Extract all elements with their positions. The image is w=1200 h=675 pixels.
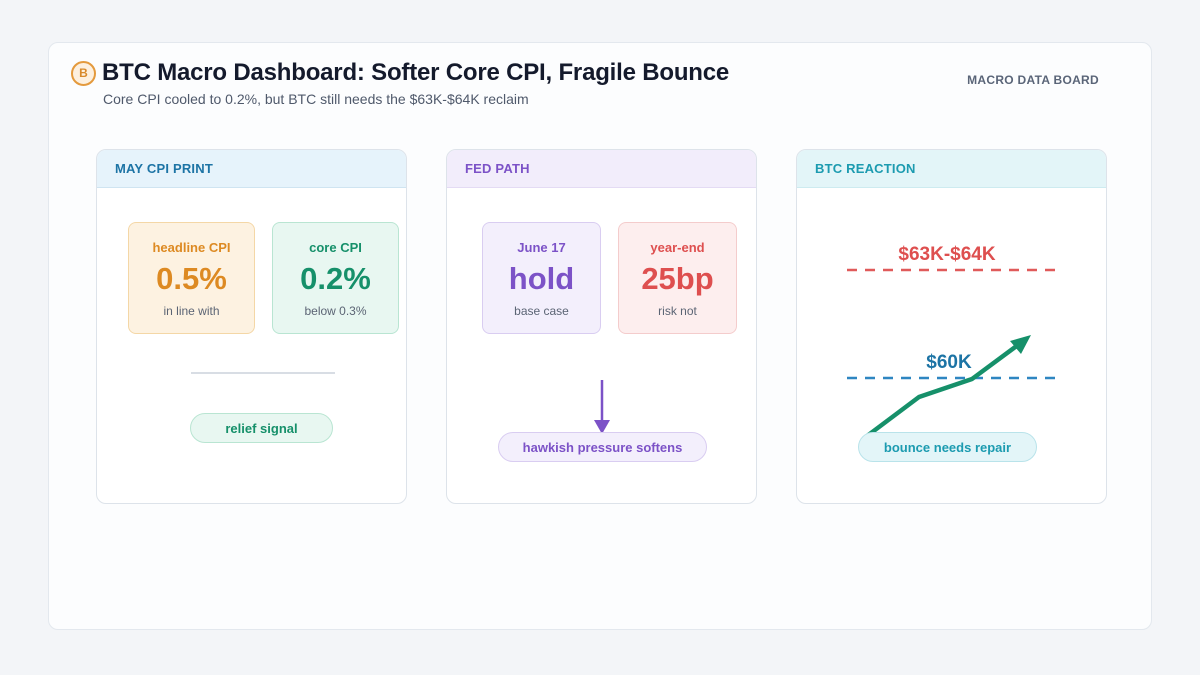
june-hold-card: June 17 hold base case xyxy=(482,222,601,334)
june-note: base case xyxy=(514,304,569,318)
cpi-panel: MAY CPI PRINT headline CPI 0.5% in line … xyxy=(96,149,407,504)
fed-panel: FED PATH June 17 hold base case year-end… xyxy=(446,149,757,504)
june-label: June 17 xyxy=(517,240,566,255)
year-end-card: year-end 25bp risk not xyxy=(618,222,737,334)
divider-line xyxy=(191,372,335,374)
year-end-value: 25bp xyxy=(641,261,714,296)
btc-panel: BTC REACTION $63K-$64K $60K bounce needs… xyxy=(796,149,1107,504)
bounce-repair-pill: bounce needs repair xyxy=(858,432,1037,462)
headline-cpi-card: headline CPI 0.5% in line with xyxy=(128,222,255,334)
relief-signal-pill: relief signal xyxy=(190,413,333,443)
core-cpi-note: below 0.3% xyxy=(304,304,367,318)
cpi-panel-title: MAY CPI PRINT xyxy=(97,150,406,188)
title-row: B BTC Macro Dashboard: Softer Core CPI, … xyxy=(71,59,729,87)
core-cpi-card: core CPI 0.2% below 0.3% xyxy=(272,222,399,334)
down-arrow-icon xyxy=(594,380,610,434)
page-title: BTC Macro Dashboard: Softer Core CPI, Fr… xyxy=(102,59,730,86)
dashboard-board: B BTC Macro Dashboard: Softer Core CPI, … xyxy=(48,42,1152,630)
up-arrow-icon xyxy=(1010,335,1031,354)
page-subtitle: Core CPI cooled to 0.2%, but BTC still n… xyxy=(103,91,529,107)
core-cpi-value: 0.2% xyxy=(300,261,371,296)
headline-cpi-value: 0.5% xyxy=(156,261,227,296)
support-label: $60K xyxy=(926,352,972,373)
bounce-trend-line xyxy=(865,340,1024,438)
fed-panel-title: FED PATH xyxy=(447,150,756,188)
btc-price-sketch: $63K-$64K $60K xyxy=(847,244,1057,438)
year-end-note: risk not xyxy=(658,304,697,318)
year-end-label: year-end xyxy=(650,240,705,255)
bitcoin-icon: B xyxy=(71,60,96,86)
headline-cpi-label: headline CPI xyxy=(152,240,231,255)
board-label: MACRO DATA BOARD xyxy=(967,73,1099,87)
btc-panel-title: BTC REACTION xyxy=(797,150,1106,188)
headline-cpi-note: in line with xyxy=(163,304,220,318)
june-value: hold xyxy=(508,261,575,296)
resistance-label: $63K-$64K xyxy=(898,244,995,265)
hawkish-pressure-pill: hawkish pressure softens xyxy=(498,432,707,462)
core-cpi-label: core CPI xyxy=(309,240,362,255)
